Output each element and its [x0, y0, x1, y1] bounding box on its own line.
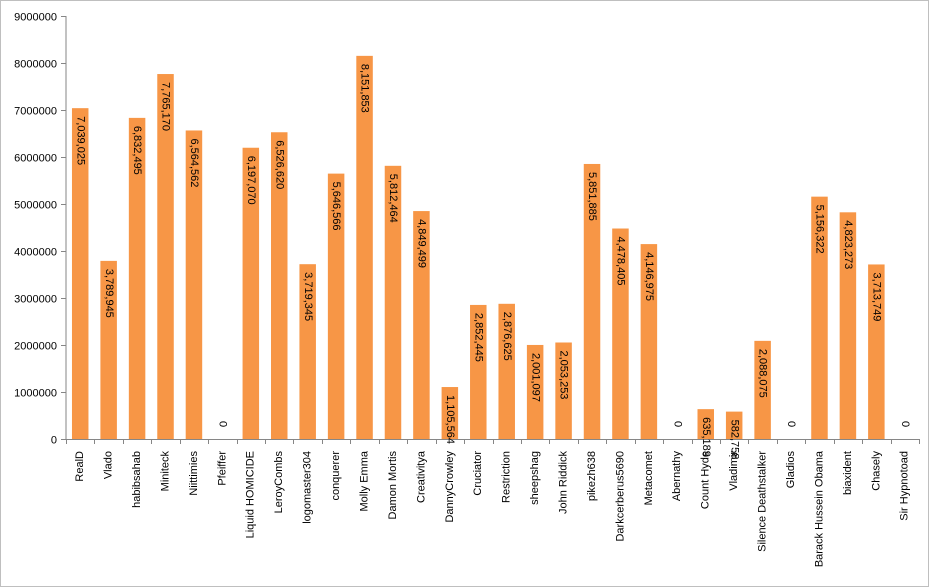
bar — [384, 165, 402, 439]
data-label: 4,849,499 — [416, 219, 428, 268]
category-label: John Riddick — [557, 451, 569, 514]
data-label: 582,758 — [728, 420, 740, 460]
data-label: 0 — [785, 421, 797, 427]
category-label: Cruciator — [472, 451, 484, 496]
data-label: 635,189 — [700, 417, 712, 457]
data-label: 7,039,025 — [74, 116, 86, 165]
category-label: RealD — [74, 451, 86, 482]
data-label: 7,765,170 — [160, 82, 172, 131]
bar — [242, 147, 260, 439]
category-label: Niittimies — [188, 451, 200, 496]
bar — [526, 344, 544, 439]
category-label: Molly Emma — [358, 450, 370, 511]
y-tick-label: 3000000 — [14, 294, 57, 306]
bar — [839, 212, 857, 439]
y-tick-label: 0 — [51, 435, 57, 447]
data-label: 4,146,975 — [643, 252, 655, 301]
category-label: habibsahab — [131, 451, 143, 508]
category-label: Metacomet — [643, 451, 655, 505]
data-label: 6,526,620 — [273, 140, 285, 189]
category-label: Barack Hussein Obama — [813, 450, 825, 567]
data-label: 2,876,625 — [501, 312, 513, 361]
y-tick-label: 4000000 — [14, 247, 57, 259]
category-label: Silence Deathstalker — [757, 451, 769, 552]
category-label: Vlado — [103, 451, 115, 479]
bar — [811, 196, 828, 439]
bar — [128, 117, 146, 439]
bar — [640, 244, 658, 439]
category-label: sheepshag — [529, 451, 541, 505]
category-label: conquerer — [330, 451, 342, 501]
category-label: logomaster304 — [302, 451, 314, 524]
data-label: 3,719,345 — [302, 272, 314, 321]
category-label: Gladios — [785, 451, 797, 489]
data-label: 6,197,070 — [245, 156, 257, 205]
bar — [725, 411, 743, 439]
bar — [470, 304, 487, 439]
data-label: 8,151,853 — [359, 64, 371, 113]
data-label: 2,088,075 — [757, 349, 769, 398]
category-label: Damon Mortis — [387, 451, 399, 520]
data-label: 4,823,273 — [842, 220, 854, 269]
y-tick-label: 1000000 — [14, 388, 57, 400]
y-tick-label: 5000000 — [14, 200, 57, 212]
bar — [754, 340, 771, 439]
y-tick-label: 6000000 — [14, 153, 57, 165]
data-label: 2,053,253 — [558, 350, 570, 399]
y-tick-label: 2000000 — [14, 341, 57, 353]
bar — [583, 163, 601, 439]
bar — [498, 303, 515, 439]
bar — [100, 260, 117, 439]
category-label: pikezh638 — [586, 451, 598, 501]
bar — [185, 130, 203, 440]
bar — [555, 342, 572, 439]
category-label: Darkcerberus5690 — [614, 451, 626, 542]
data-label: 1,105,564 — [444, 395, 456, 444]
data-label: 3,713,749 — [870, 272, 882, 321]
bar — [327, 173, 345, 440]
category-label: Count Hyde — [700, 451, 712, 509]
category-label: Vladimir — [728, 451, 740, 491]
category-label: Abernathy — [671, 451, 683, 502]
category-label: Creativitya — [415, 450, 427, 503]
category-label: Pfeiffer — [216, 451, 228, 486]
data-label: 6,564,562 — [188, 138, 200, 187]
data-label: 5,851,885 — [586, 172, 598, 221]
bar — [157, 74, 174, 439]
category-label: Sir Hypnotoad — [899, 451, 911, 521]
bar — [612, 228, 629, 439]
data-label: 2,001,097 — [529, 353, 541, 402]
bar — [271, 132, 288, 440]
y-tick-label: 7000000 — [14, 106, 57, 118]
bar — [356, 55, 373, 439]
data-label: 5,646,566 — [330, 182, 342, 231]
data-label: 5,156,322 — [814, 205, 826, 254]
category-label: Miniteck — [159, 451, 171, 492]
data-label: 4,478,405 — [615, 237, 627, 286]
category-label: DannyCrowley — [444, 451, 456, 523]
bar — [441, 387, 459, 439]
data-label: 0 — [216, 421, 228, 427]
data-label: 6,832,495 — [131, 126, 143, 175]
bar — [71, 108, 89, 439]
y-tick-label: 9000000 — [14, 12, 57, 24]
bar — [299, 264, 316, 439]
bar — [868, 264, 885, 439]
bar — [413, 211, 430, 439]
data-label: 5,812,464 — [387, 174, 399, 223]
bar — [697, 409, 714, 439]
data-label: 0 — [671, 421, 683, 427]
category-label: Chasely — [870, 451, 882, 491]
data-label: 2,852,445 — [472, 313, 484, 362]
category-label: Restriction — [501, 451, 513, 503]
data-label: 0 — [899, 421, 911, 427]
category-label: Liquid HOMICIDE — [245, 451, 257, 538]
category-label: LeroyCombs — [273, 451, 285, 514]
category-label: biaxident — [842, 451, 854, 495]
data-label: 3,789,945 — [103, 269, 115, 318]
y-tick-label: 8000000 — [14, 59, 57, 71]
